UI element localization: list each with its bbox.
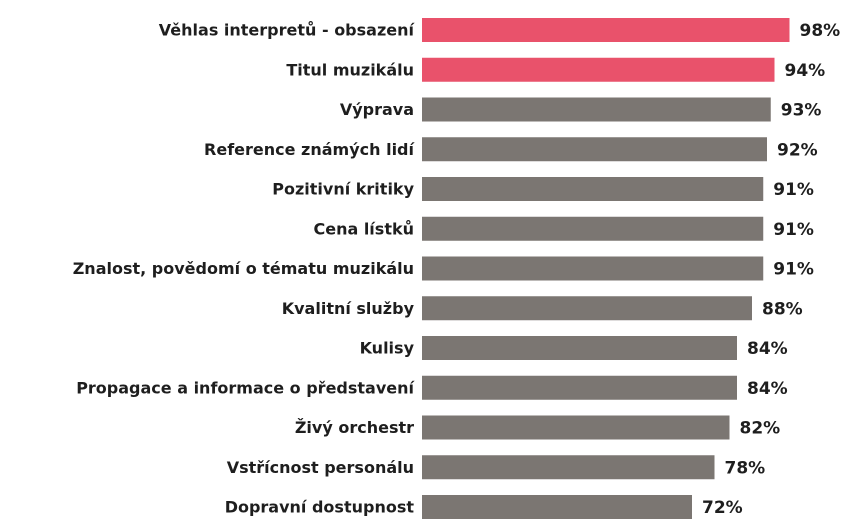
value-label: 92% (777, 140, 818, 160)
category-label: Dopravní dostupnost (225, 498, 415, 517)
bar (422, 375, 737, 400)
bar (422, 336, 737, 360)
category-label: Titul muzikálu (286, 60, 414, 79)
category-label: Věhlas interpretů - obsazení (159, 21, 416, 40)
category-label: Živý orchestr (295, 418, 414, 437)
value-label: 84% (747, 339, 788, 359)
bar (422, 216, 764, 241)
bar (422, 18, 790, 42)
value-label: 91% (773, 180, 814, 200)
value-label: 88% (762, 299, 803, 319)
category-label: Výprava (340, 100, 414, 119)
value-label: 91% (773, 260, 814, 280)
value-label: 82% (740, 419, 781, 439)
bar (422, 177, 764, 201)
bar (422, 137, 767, 162)
category-label: Kulisy (360, 339, 415, 358)
category-label: Pozitivní kritiky (272, 180, 414, 199)
category-label: Vstřícnost personálu (227, 458, 414, 477)
bar (422, 495, 692, 519)
value-label: 98% (800, 21, 841, 41)
bar (422, 256, 764, 281)
category-label: Kvalitní služby (282, 299, 415, 318)
value-label: 91% (773, 220, 814, 240)
value-label: 78% (725, 458, 766, 478)
category-label: Cena lístků (313, 219, 414, 238)
category-label: Reference známých lidí (204, 140, 415, 159)
value-label: 94% (785, 61, 826, 81)
value-label: 72% (702, 498, 743, 518)
bar (422, 97, 771, 122)
bar (422, 57, 775, 82)
bar (422, 296, 752, 321)
category-label: Propagace a informace o představení (76, 378, 415, 397)
value-label: 93% (781, 101, 822, 121)
value-label: 84% (747, 379, 788, 399)
bar (422, 415, 730, 440)
bar (422, 455, 715, 480)
category-label: Znalost, povědomí o tématu muzikálu (73, 259, 414, 278)
